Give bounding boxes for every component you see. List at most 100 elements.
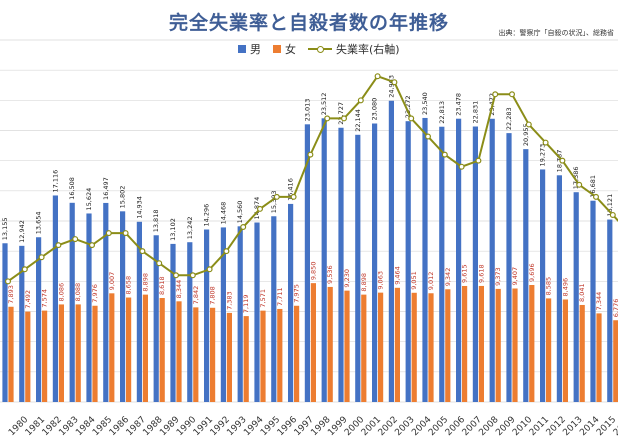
unemployment-point: [273, 193, 280, 200]
bar-male: [69, 202, 75, 402]
bar-male: [304, 124, 310, 402]
unemployment-point: [357, 97, 364, 104]
data-label-female: 7,842: [192, 286, 200, 305]
bar-male: [170, 243, 176, 402]
bar-male: [271, 216, 277, 402]
unemployment-point: [341, 115, 348, 122]
bar-female: [310, 283, 316, 402]
unemployment-point: [525, 121, 532, 128]
data-label-female: 8,041: [578, 283, 586, 302]
data-label-male: 14,468: [219, 202, 227, 225]
data-label-female: 7,574: [41, 289, 49, 308]
unemployment-point: [458, 163, 465, 170]
data-label-female: 9,063: [377, 271, 385, 290]
data-label-male: 20,955: [522, 123, 530, 146]
data-label-female: 9,850: [309, 262, 317, 281]
bar-female: [159, 298, 165, 402]
data-label-male: 23,013: [303, 99, 311, 122]
data-label-female: 8,898: [360, 273, 368, 292]
unemployment-point: [509, 91, 516, 98]
data-label-female: 6,776: [612, 299, 618, 318]
data-label-female: 8,086: [57, 283, 65, 302]
bar-male: [506, 133, 512, 402]
data-label-male: 15,121: [606, 194, 614, 217]
unemployment-point: [88, 242, 95, 249]
data-label-male: 15,393: [270, 191, 278, 214]
bar-female: [226, 312, 232, 402]
data-label-male: 12,942: [18, 220, 26, 243]
data-label-male: 18,787: [555, 150, 563, 173]
bar-male: [103, 202, 109, 402]
data-label-male: 22,727: [337, 102, 345, 125]
unemployment-point: [105, 230, 112, 237]
unemployment-point: [156, 260, 163, 267]
unemployment-point: [609, 211, 616, 218]
bar-female: [478, 285, 484, 402]
unemployment-point: [38, 254, 45, 261]
bar-female: [361, 294, 367, 402]
bar-female: [243, 316, 249, 402]
legend-swatch-male: [238, 45, 246, 53]
bar-female: [277, 308, 283, 402]
bar-male: [456, 118, 462, 403]
data-label-female: 7,383: [225, 291, 233, 310]
bar-female: [613, 320, 618, 402]
bar-female: [75, 304, 81, 402]
bar-male: [36, 237, 42, 402]
legend-label-female: 女: [285, 43, 296, 56]
data-label-male: 22,283: [505, 107, 513, 130]
data-label-female: 9,007: [108, 272, 116, 291]
data-label-female: 9,342: [444, 268, 452, 287]
data-label-female: 8,344: [175, 280, 183, 299]
unemployment-point: [592, 193, 599, 200]
data-label-female: 8,496: [561, 278, 569, 297]
data-label-male: 23,540: [421, 92, 429, 115]
unemployment-point: [576, 181, 583, 188]
bar-male: [388, 100, 394, 403]
bar-male: [52, 195, 58, 402]
legend-swatch-unemployment: [308, 45, 332, 53]
bar-male: [573, 192, 579, 402]
data-label-male: 14,296: [203, 204, 211, 227]
unemployment-point: [475, 157, 482, 164]
data-label-male: 17,116: [51, 170, 59, 193]
unemployment-point: [391, 79, 398, 86]
bar-male: [86, 213, 92, 402]
data-label-female: 7,344: [595, 292, 603, 311]
bar-female: [378, 292, 384, 402]
bar-female: [42, 310, 48, 402]
unemployment-point: [223, 248, 230, 255]
bar-female: [562, 299, 568, 402]
data-label-female: 9,373: [494, 267, 502, 286]
bar-male: [153, 235, 159, 402]
data-label-male: 13,155: [1, 218, 9, 241]
bar-male: [338, 127, 344, 402]
bar-female: [344, 290, 350, 402]
data-label-male: 16,681: [589, 175, 597, 198]
data-label-male: 24,963: [387, 75, 395, 98]
unemployment-point: [240, 224, 247, 231]
bar-male: [187, 242, 193, 402]
unemployment-point: [122, 230, 129, 237]
unemployment-point: [189, 272, 196, 279]
legend: 男 女 失業率(右軸): [238, 41, 412, 57]
bar-female: [109, 293, 115, 402]
bar-female: [210, 307, 216, 402]
legend-label-male: 男: [250, 43, 261, 56]
data-label-female: 9,012: [427, 272, 435, 291]
unemployment-point: [492, 91, 499, 98]
unemployment-point: [72, 236, 79, 243]
bar-female: [462, 285, 468, 402]
bar-female: [58, 304, 64, 402]
bar-female: [294, 305, 300, 402]
data-label-female: 9,696: [528, 263, 536, 282]
bar-male: [590, 200, 596, 402]
data-label-male: 23,512: [320, 93, 328, 116]
data-label-male: 14,560: [236, 201, 244, 224]
unemployment-point: [257, 205, 264, 212]
data-label-male: 22,144: [354, 109, 362, 132]
unemployment-point: [173, 272, 180, 279]
data-label-female: 9,230: [343, 269, 351, 288]
bar-female: [92, 305, 98, 402]
